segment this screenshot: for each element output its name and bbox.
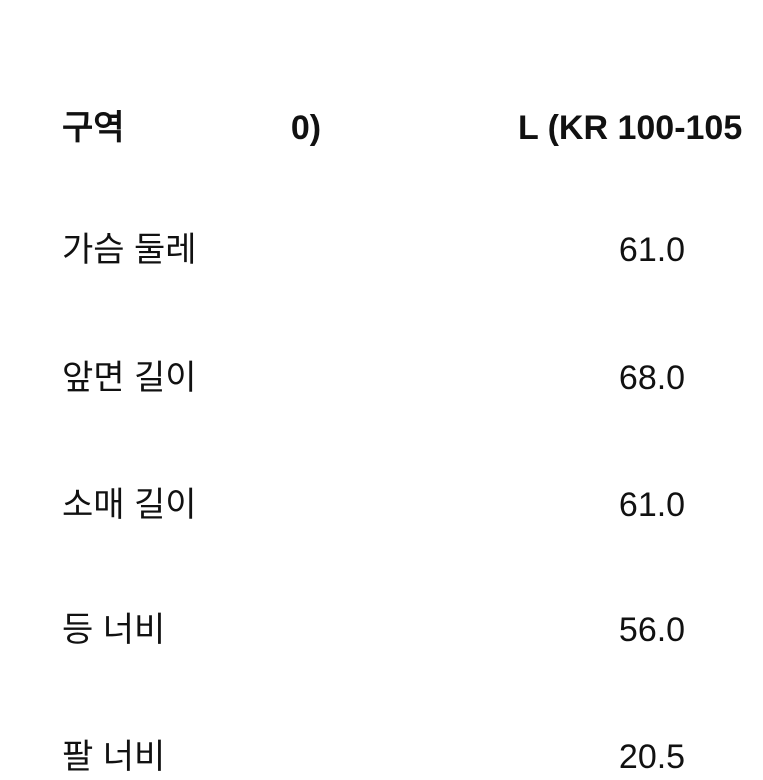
table-row-arm-width: 팔 너비 20.5	[0, 740, 763, 780]
row-value: 20.5	[618, 738, 686, 776]
header-mid-column-fragment: 0)	[290, 109, 322, 147]
row-value: 68.0	[618, 359, 686, 397]
row-label: 가슴 둘레	[62, 231, 197, 269]
table-row-front-length: 앞면 길이 68.0	[0, 361, 763, 401]
header-region-label: 구역	[62, 109, 125, 147]
size-chart-table: 구역 0) L (KR 100-105 가슴 둘레 61.0 앞면 길이 68.…	[0, 111, 763, 774]
size-chart-header-row: 구역 0) L (KR 100-105	[0, 111, 763, 151]
header-size-l-column: L (KR 100-105	[518, 109, 743, 147]
row-value: 56.0	[618, 611, 686, 649]
row-label: 소매 길이	[62, 486, 197, 524]
row-value: 61.0	[618, 486, 686, 524]
row-label: 팔 너비	[62, 738, 166, 776]
table-row-chest-circumference: 가슴 둘레 61.0	[0, 233, 763, 273]
table-row-back-width: 등 너비 56.0	[0, 613, 763, 653]
row-value: 61.0	[618, 231, 686, 269]
row-label: 앞면 길이	[62, 359, 197, 397]
table-row-sleeve-length: 소매 길이 61.0	[0, 488, 763, 528]
row-label: 등 너비	[62, 611, 166, 649]
